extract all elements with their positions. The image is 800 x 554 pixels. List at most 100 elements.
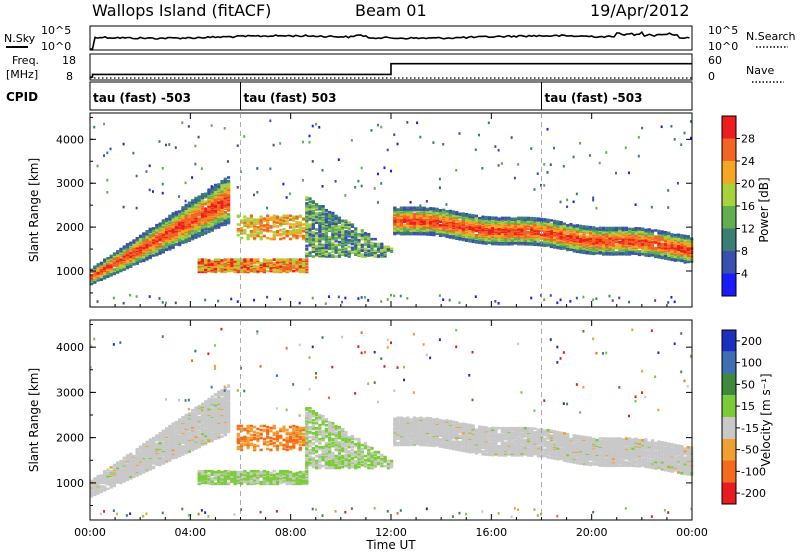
power-scatter-cell bbox=[266, 228, 270, 232]
power-scatter-cell bbox=[197, 195, 201, 198]
power-scatter-cell bbox=[618, 232, 622, 236]
power-scatter-cell bbox=[513, 239, 518, 242]
power-scatter-cell bbox=[445, 210, 449, 213]
power-scatter-cell bbox=[243, 135, 246, 138]
power-scatter-cell bbox=[256, 190, 259, 194]
power-scatter-cell bbox=[259, 218, 263, 221]
power-scatter-cell bbox=[200, 210, 205, 214]
power-scatter-cell bbox=[109, 265, 113, 268]
power-scatter-cell bbox=[213, 265, 218, 268]
power-scatter-cell bbox=[497, 301, 500, 305]
power-scatter-cell bbox=[210, 124, 213, 127]
power-scatter-cell bbox=[288, 229, 293, 233]
power-scatter-cell bbox=[657, 254, 661, 257]
power-scatter-cell bbox=[109, 272, 113, 275]
power-scatter-cell bbox=[331, 254, 335, 257]
power-scatter-cell bbox=[396, 226, 400, 230]
power-scatter-cell bbox=[269, 119, 272, 123]
power-scatter-cell bbox=[301, 229, 306, 233]
power-scatter-cell bbox=[618, 229, 622, 232]
power-scatter-cell bbox=[575, 224, 580, 227]
power-scatter-cell bbox=[438, 294, 441, 297]
power-scatter-cell bbox=[275, 229, 280, 233]
power-scatter-cell bbox=[337, 240, 342, 244]
power-scatter-cell bbox=[592, 238, 596, 242]
power-scatter-cell bbox=[226, 179, 231, 183]
power-scatter-cell bbox=[311, 255, 315, 258]
power-scatter-cell bbox=[487, 237, 492, 240]
power-scatter-cell bbox=[187, 209, 192, 212]
power-scatter-cell bbox=[331, 228, 335, 231]
power-scatter-cell bbox=[455, 168, 458, 172]
power-scatter-cell bbox=[334, 247, 338, 251]
power-scatter-cell bbox=[572, 246, 576, 249]
power-scatter-cell bbox=[243, 260, 247, 263]
power-scatter-cell bbox=[660, 244, 664, 247]
power-scatter-cell bbox=[324, 248, 328, 252]
power-scatter-cell bbox=[178, 210, 182, 213]
power-scatter-cell bbox=[670, 295, 673, 299]
power-scatter-cell bbox=[328, 212, 332, 216]
power-scatter-cell bbox=[262, 258, 267, 261]
power-scatter-cell bbox=[347, 230, 351, 233]
power-scatter-cell bbox=[138, 257, 143, 261]
power-scatter-cell bbox=[200, 202, 205, 206]
power-scatter-cell bbox=[536, 240, 540, 243]
power-scatter-cell bbox=[686, 235, 690, 238]
power-scatter-cell bbox=[135, 246, 139, 250]
power-scatter-cell bbox=[628, 236, 632, 239]
power-scatter-cell bbox=[272, 143, 275, 147]
power-scatter-cell bbox=[213, 192, 218, 196]
power-scatter-cell bbox=[246, 263, 250, 267]
power-scatter-cell bbox=[562, 245, 567, 248]
power-scatter-cell bbox=[605, 232, 609, 235]
power-scatter-cell bbox=[507, 228, 511, 232]
power-scatter-cell bbox=[220, 264, 224, 268]
power-scatter-cell bbox=[194, 219, 198, 223]
power-scatter-cell bbox=[549, 222, 553, 226]
power-scatter-cell bbox=[539, 294, 542, 297]
power-scatter-cell bbox=[670, 243, 674, 247]
power-scatter-cell bbox=[614, 244, 619, 247]
power-scatter-cell bbox=[481, 225, 485, 228]
vel-scatter-cell bbox=[119, 459, 123, 463]
power-scatter-cell bbox=[96, 267, 100, 271]
power-scatter-cell bbox=[148, 233, 152, 237]
power-scatter-cell bbox=[448, 214, 452, 217]
power-scatter-cell bbox=[585, 225, 589, 229]
power-scatter-cell bbox=[132, 247, 136, 250]
power-scatter-cell bbox=[536, 237, 540, 241]
power-scatter-cell bbox=[513, 231, 518, 235]
power-scatter-cell bbox=[601, 238, 606, 242]
header-station: Wallops Island (fitACF) bbox=[92, 1, 271, 20]
power-scatter-cell bbox=[412, 224, 417, 227]
power-scatter-cell bbox=[256, 267, 260, 271]
power-scatter-cell bbox=[562, 222, 567, 226]
power-scatter-cell bbox=[314, 203, 319, 206]
power-scatter-cell bbox=[194, 162, 197, 166]
power-scatter-cell bbox=[272, 220, 276, 223]
power-scatter-cell bbox=[500, 216, 505, 220]
power-scatter-cell bbox=[109, 260, 113, 264]
power-scatter-cell bbox=[611, 239, 615, 243]
power-scatter-cell bbox=[197, 270, 201, 274]
power-scatter-cell bbox=[305, 252, 309, 255]
power-scatter-cell bbox=[601, 237, 606, 240]
power-scatter-cell bbox=[204, 263, 208, 267]
power-scatter-cell bbox=[259, 261, 263, 265]
power-scatter-cell bbox=[308, 200, 312, 203]
power-scatter-cell bbox=[363, 232, 368, 235]
power-scatter-cell bbox=[611, 253, 615, 256]
power-scatter-cell bbox=[230, 269, 234, 273]
power-scatter-cell bbox=[660, 252, 664, 255]
power-scatter-cell bbox=[588, 247, 593, 251]
power-scatter-cell bbox=[654, 246, 658, 250]
power-scatter-cell bbox=[360, 245, 364, 249]
power-scatter-cell bbox=[243, 218, 247, 221]
power-scatter-cell bbox=[161, 246, 165, 250]
power-scatter-cell bbox=[605, 252, 609, 255]
freq-line bbox=[90, 62, 692, 78]
power-scatter-cell bbox=[572, 155, 575, 159]
power-colorbar-swatch bbox=[722, 206, 736, 229]
power-scatter-cell bbox=[301, 140, 304, 144]
